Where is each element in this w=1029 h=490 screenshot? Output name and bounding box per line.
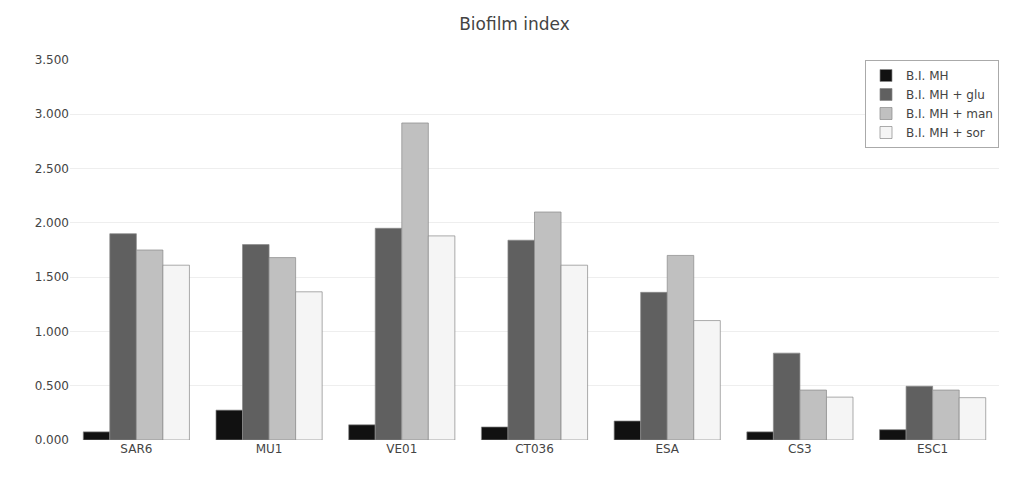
svg-text:SAR6: SAR6	[120, 442, 152, 456]
svg-text:B.I. MH + glu: B.I. MH + glu	[906, 88, 985, 102]
svg-text:VE01: VE01	[386, 442, 417, 456]
svg-text:B.I. MH: B.I. MH	[906, 69, 949, 83]
svg-text:2.500: 2.500	[35, 162, 69, 176]
svg-text:3.500: 3.500	[35, 53, 69, 67]
svg-text:ESA: ESA	[655, 442, 679, 456]
svg-text:CS3: CS3	[788, 442, 812, 456]
svg-text:1.000: 1.000	[35, 325, 69, 339]
svg-text:0.000: 0.000	[35, 433, 69, 447]
svg-text:1.500: 1.500	[35, 270, 69, 284]
svg-text:0.500: 0.500	[35, 379, 69, 393]
svg-text:B.I. MH + sor: B.I. MH + sor	[906, 126, 985, 140]
svg-text:ESC1: ESC1	[917, 442, 948, 456]
svg-text:CT036: CT036	[515, 442, 554, 456]
svg-text:2.000: 2.000	[35, 216, 69, 230]
svg-text:Biofilm index: Biofilm index	[459, 14, 570, 34]
svg-text:B.I. MH + man: B.I. MH + man	[906, 107, 993, 121]
svg-text:3.000: 3.000	[35, 107, 69, 121]
svg-text:MU1: MU1	[256, 442, 283, 456]
